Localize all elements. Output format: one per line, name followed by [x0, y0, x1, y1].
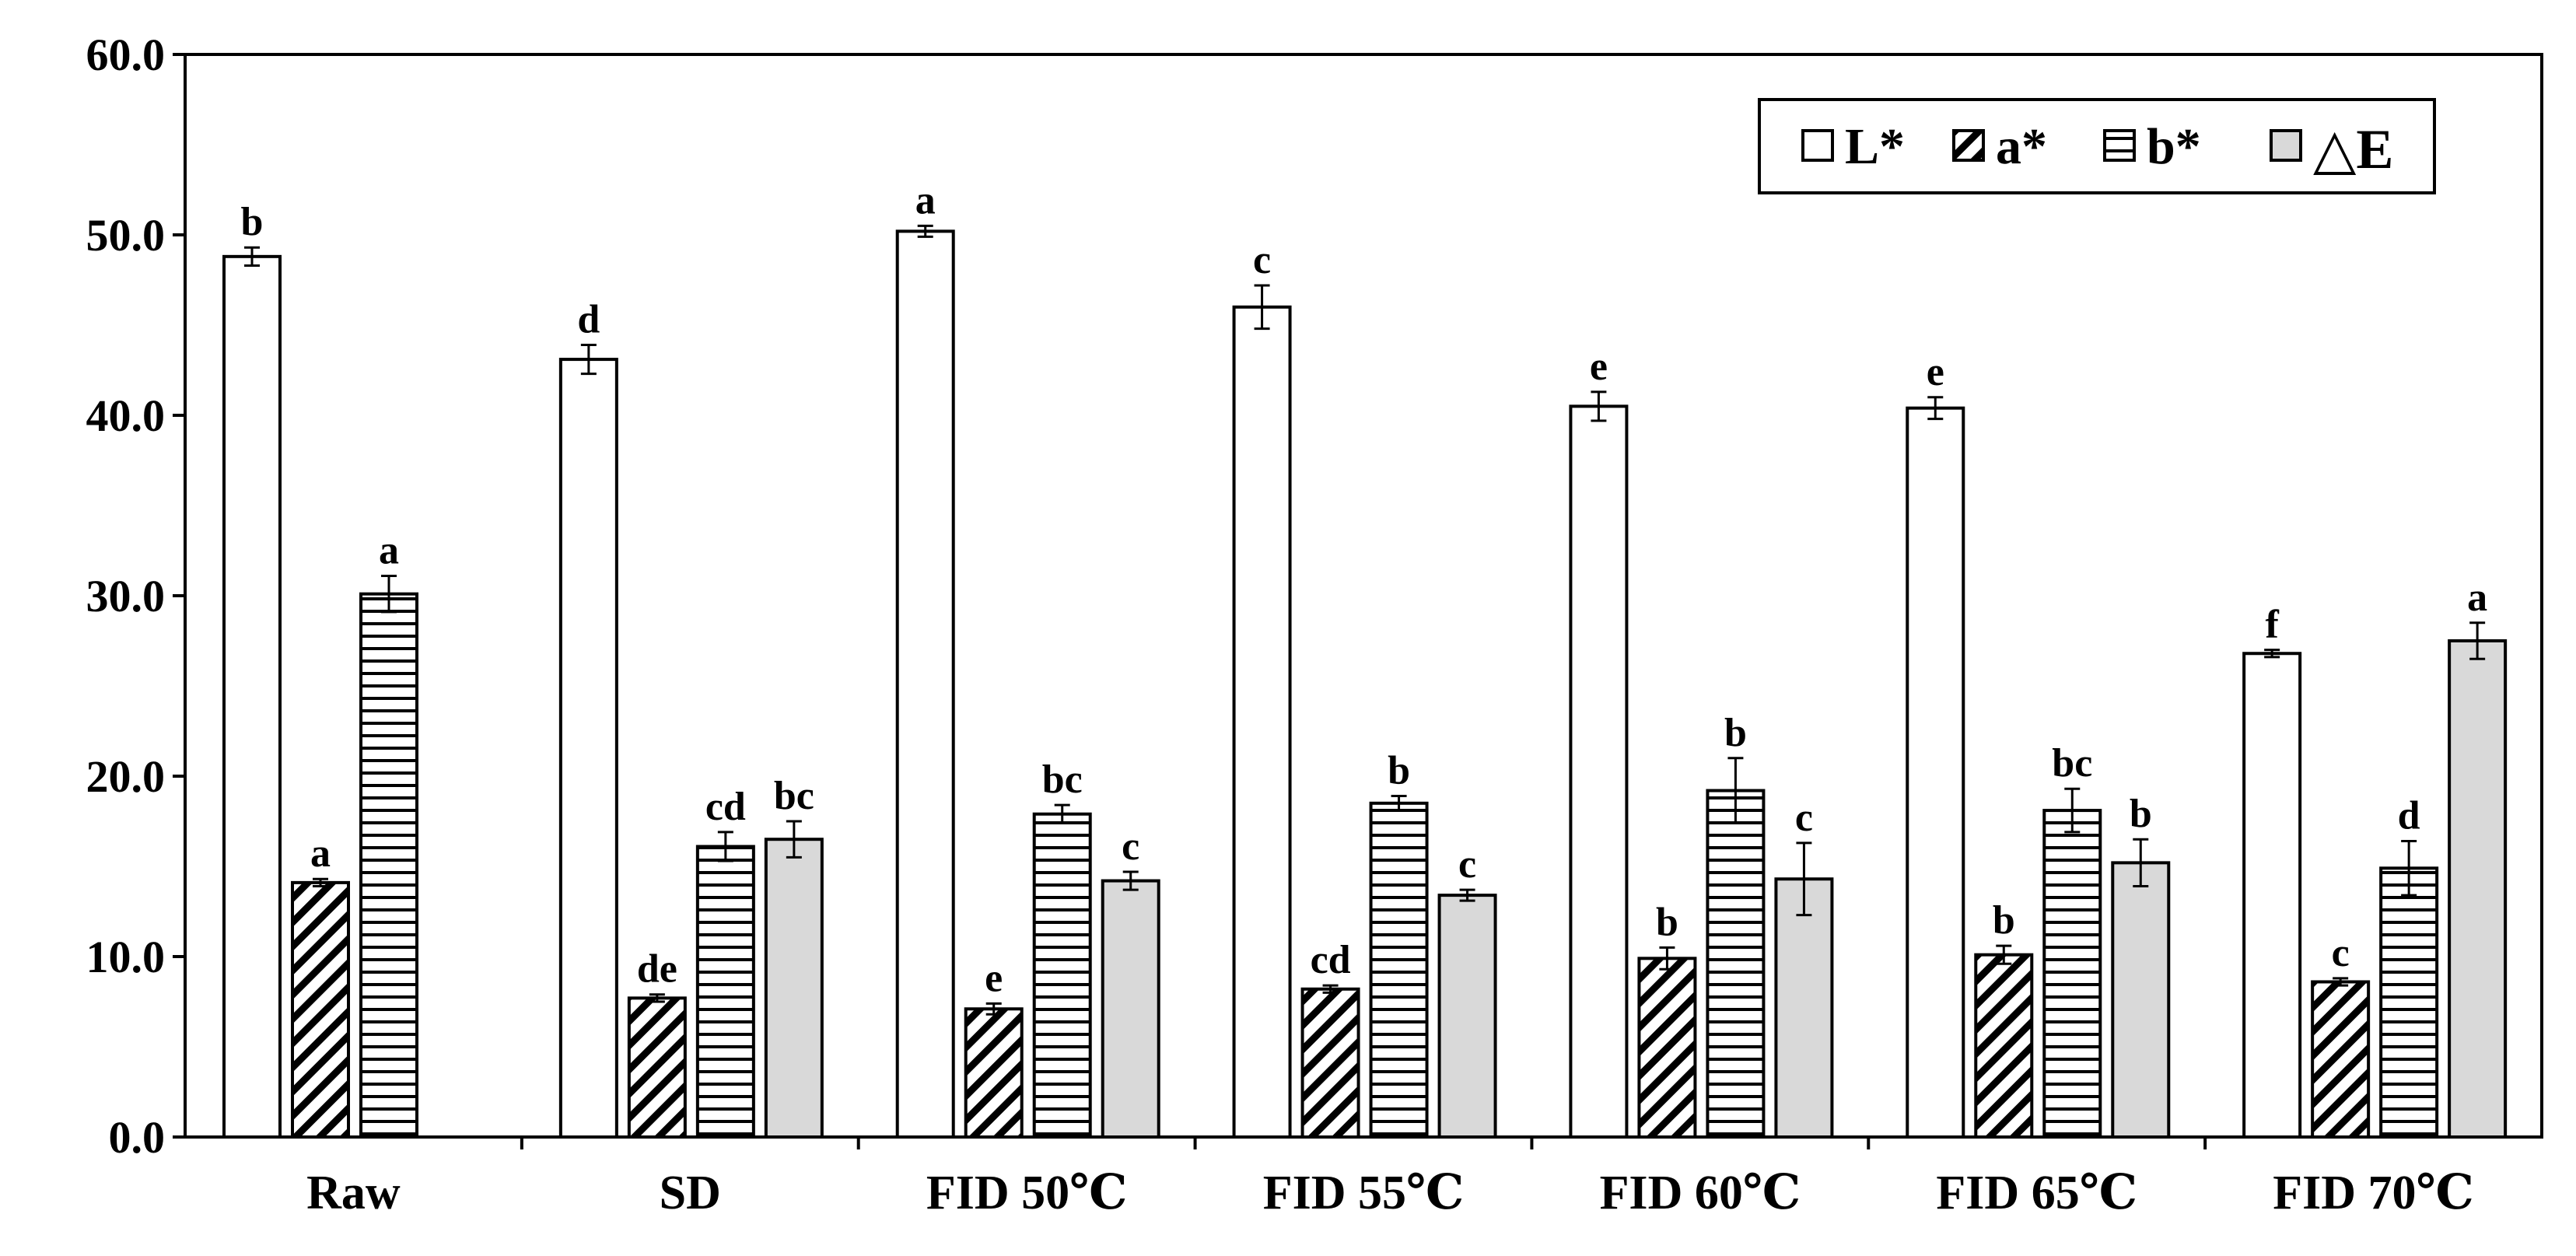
significance-letter: b [1388, 749, 1410, 793]
significance-letter: f [2265, 603, 2279, 647]
bars [222, 224, 2508, 1139]
significance-letter: b [1724, 711, 1747, 755]
x-tick-label: FID 60℃ [1600, 1167, 1801, 1219]
significance-letter: e [1590, 345, 1608, 389]
y-tick-label: 10.0 [86, 932, 166, 982]
y-tick-label: 50.0 [86, 210, 166, 261]
bar-white [1232, 305, 1292, 1139]
significance-letter: b [2130, 792, 2152, 836]
legend-swatch-a [1952, 129, 1985, 162]
significance-letter: bc [774, 774, 814, 818]
bar-diagonal [1974, 953, 2034, 1139]
significance-letter: c [1122, 824, 1139, 869]
significance-letter: cd [1311, 938, 1351, 982]
bar-white [558, 358, 618, 1139]
bar-diagonal [627, 996, 687, 1139]
significance-letter: d [577, 298, 600, 342]
bar-horizontal [2379, 866, 2439, 1139]
legend: L* a* b* △E [1758, 98, 2436, 194]
bar-gray [2448, 639, 2508, 1139]
significance-letter: a [310, 831, 331, 876]
bar-horizontal [2042, 809, 2102, 1139]
x-tick-label: FID 55℃ [1263, 1167, 1465, 1219]
significance-letter: c [1458, 842, 1476, 887]
legend-label-a: a* [1996, 118, 2047, 175]
bar-horizontal [1032, 812, 1092, 1139]
legend-box [1758, 98, 2436, 194]
y-tick-label: 20.0 [86, 751, 166, 802]
bar-gray [2111, 861, 2171, 1139]
significance-letter: b [1993, 898, 2015, 943]
plot-frame [184, 53, 2543, 1139]
significance-letter: c [1795, 796, 1813, 840]
bar-horizontal [695, 845, 755, 1139]
significance-letter: a [379, 528, 399, 572]
x-tick-label: SD [660, 1167, 721, 1219]
significance-letter: b [241, 200, 264, 244]
x-tick-label: FID 65℃ [1936, 1167, 2137, 1219]
bar-white [222, 254, 282, 1139]
labels: 0.010.020.030.040.050.060.0RawbaaSDddecd… [86, 30, 2488, 1219]
significance-letter: cd [705, 785, 746, 829]
bar-white [1569, 404, 1629, 1139]
legend-label-l: L* [1845, 118, 1905, 175]
x-tick-label: FID 70℃ [2273, 1167, 2474, 1219]
y-tick-label: 60.0 [86, 30, 166, 80]
legend-swatch-b [2103, 129, 2136, 162]
significance-letter: c [1253, 238, 1271, 282]
bar-gray [1774, 877, 1834, 1139]
bar-white [895, 229, 955, 1139]
bar-white [1906, 406, 1965, 1139]
bar-horizontal [1369, 801, 1429, 1139]
bar-gray [764, 838, 824, 1139]
significance-letter: a [2467, 576, 2487, 620]
significance-letter: c [2332, 931, 2350, 975]
significance-letter: bc [2052, 741, 2092, 785]
bar-gray [1101, 879, 1160, 1139]
bar-horizontal [1706, 789, 1766, 1139]
y-tick-label: 30.0 [86, 571, 166, 621]
significance-letter: e [985, 956, 1003, 1000]
legend-label-e: △E [2313, 118, 2393, 180]
legend-swatch-e [2270, 129, 2302, 162]
significance-letter: e [1927, 350, 1944, 394]
significance-letter: b [1656, 900, 1678, 944]
bar-diagonal [291, 880, 350, 1139]
bar-diagonal [2311, 980, 2371, 1139]
x-tick-label: Raw [306, 1167, 401, 1219]
y-tick-label: 0.0 [109, 1112, 166, 1163]
significance-letter: de [637, 947, 677, 992]
significance-letter: a [915, 178, 936, 222]
bar-diagonal [1637, 957, 1697, 1139]
significance-letter: d [2398, 794, 2420, 838]
bar-diagonal [1300, 987, 1360, 1139]
y-tick-label: 40.0 [86, 390, 166, 441]
significance-letter: bc [1042, 757, 1083, 802]
legend-label-b: b* [2147, 118, 2201, 175]
x-tick-label: FID 50℃ [926, 1167, 1128, 1219]
bar-horizontal [359, 592, 418, 1139]
axes [173, 53, 2543, 1149]
bar-diagonal [964, 1007, 1024, 1139]
bar-white [2242, 652, 2302, 1139]
bar-gray [1437, 894, 1497, 1139]
legend-swatch-l [1801, 129, 1834, 162]
